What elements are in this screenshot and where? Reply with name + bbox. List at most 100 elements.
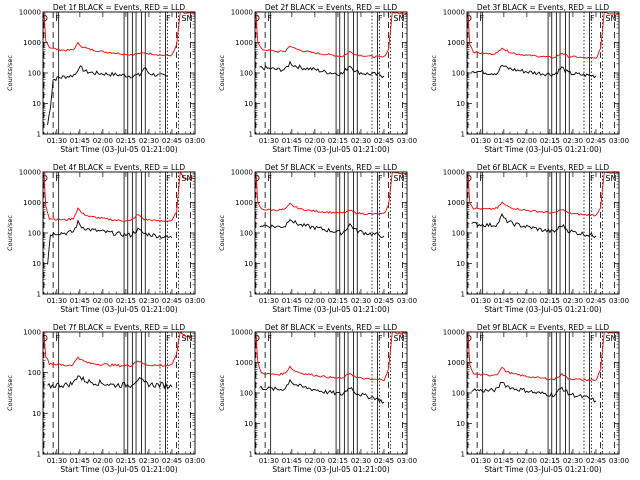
chart-title: Det 6f BLACK = Events, RED = LLD bbox=[477, 163, 610, 172]
event-marker-label: S bbox=[605, 14, 610, 23]
x-tick-label: 02:15 bbox=[116, 297, 136, 305]
x-axis-label: Start Time (03-Jul-05 01:21:00) bbox=[60, 305, 177, 314]
y-tick-label: 1000 bbox=[235, 39, 253, 47]
event-marker-label: S bbox=[393, 334, 398, 343]
event-marker-label: D bbox=[42, 14, 48, 23]
y-tick-label: 10000 bbox=[443, 169, 465, 177]
y-tick-label: 100 bbox=[452, 390, 465, 398]
y-tick-label: 1 bbox=[461, 451, 465, 459]
x-axis-label: Start Time (03-Jul-05 01:21:00) bbox=[60, 145, 177, 154]
y-axis-label: Counts/sec bbox=[430, 55, 438, 91]
events-series-line bbox=[471, 64, 597, 79]
event-marker-label: F bbox=[267, 334, 272, 343]
event-marker-label: D bbox=[466, 174, 472, 183]
event-marker-label: F bbox=[55, 14, 60, 23]
x-tick-label: 01:30 bbox=[47, 137, 67, 145]
y-tick-label: 100 bbox=[28, 369, 41, 377]
plot-frame bbox=[42, 331, 196, 455]
event-marker-label: N bbox=[186, 334, 192, 343]
x-axis-label: Start Time (03-Jul-05 01:21:00) bbox=[484, 465, 601, 474]
y-tick-label: 100 bbox=[240, 230, 253, 238]
x-tick-label: 03:00 bbox=[397, 297, 417, 305]
x-tick-label: 02:15 bbox=[116, 457, 136, 465]
y-tick-label: 10000 bbox=[231, 329, 253, 337]
x-axis-label: Start Time (03-Jul-05 01:21:00) bbox=[484, 305, 601, 314]
x-tick-label: 01:30 bbox=[259, 457, 279, 465]
x-tick-label: 01:45 bbox=[70, 137, 90, 145]
event-marker-label: D bbox=[466, 334, 472, 343]
y-axis-label: Counts/sec bbox=[430, 375, 438, 411]
x-tick-label: 02:30 bbox=[351, 297, 371, 305]
x-tick-label: 02:00 bbox=[517, 297, 537, 305]
event-marker-label: D bbox=[42, 334, 48, 343]
detector-panel: Det 2f BLACK = Events, RED = LLD Counts/s… bbox=[218, 3, 417, 154]
x-tick-label: 02:30 bbox=[139, 457, 159, 465]
y-tick-label: 10 bbox=[244, 100, 253, 108]
lld-series-line bbox=[255, 11, 408, 59]
event-marker-label: N bbox=[610, 174, 616, 183]
plot-frame bbox=[254, 171, 408, 295]
x-tick-label: 02:45 bbox=[586, 137, 606, 145]
event-marker-label: N bbox=[610, 14, 616, 23]
x-tick-label: 02:15 bbox=[328, 137, 348, 145]
y-tick-label: 1 bbox=[249, 131, 253, 139]
x-tick-label: 01:30 bbox=[259, 137, 279, 145]
event-marker-label: F bbox=[55, 334, 60, 343]
x-tick-label: 02:15 bbox=[540, 137, 560, 145]
event-marker-label: N bbox=[398, 334, 404, 343]
y-tick-label: 10000 bbox=[443, 9, 465, 17]
lld-series-line bbox=[43, 331, 195, 368]
y-tick-label: 100 bbox=[452, 70, 465, 78]
x-tick-label: 01:45 bbox=[282, 457, 302, 465]
y-axis-label: Counts/sec bbox=[6, 215, 14, 251]
y-axis-label: Counts/sec bbox=[218, 55, 226, 91]
event-marker-label: F bbox=[55, 174, 60, 183]
x-tick-label: 02:45 bbox=[162, 137, 182, 145]
x-tick-label: 01:30 bbox=[471, 457, 491, 465]
event-marker-label: N bbox=[186, 14, 192, 23]
y-tick-label: 1000 bbox=[447, 39, 465, 47]
x-tick-label: 01:45 bbox=[282, 137, 302, 145]
events-series-line bbox=[47, 219, 173, 265]
event-marker-label: F bbox=[166, 334, 171, 343]
y-tick-label: 1 bbox=[37, 131, 41, 139]
y-tick-label: 10000 bbox=[443, 329, 465, 337]
x-tick-label: 02:15 bbox=[328, 457, 348, 465]
y-tick-label: 1 bbox=[461, 131, 465, 139]
event-marker-label: F bbox=[590, 174, 595, 183]
event-marker-label: F bbox=[479, 174, 484, 183]
event-marker-label: N bbox=[398, 174, 404, 183]
x-tick-label: 02:45 bbox=[374, 457, 394, 465]
x-tick-label: 02:30 bbox=[351, 137, 371, 145]
events-series-line bbox=[259, 378, 385, 404]
x-tick-label: 01:30 bbox=[471, 137, 491, 145]
events-series-line bbox=[47, 65, 168, 125]
event-marker-label: F bbox=[267, 174, 272, 183]
x-axis-label: Start Time (03-Jul-05 01:21:00) bbox=[272, 145, 389, 154]
x-axis-label: Start Time (03-Jul-05 01:21:00) bbox=[484, 145, 601, 154]
y-tick-label: 10 bbox=[32, 260, 41, 268]
x-tick-label: 03:00 bbox=[609, 297, 629, 305]
event-marker-label: S bbox=[181, 334, 186, 343]
y-tick-label: 1000 bbox=[447, 199, 465, 207]
x-axis-label: Start Time (03-Jul-05 01:21:00) bbox=[272, 305, 389, 314]
event-marker-label: F bbox=[479, 14, 484, 23]
x-tick-label: 02:30 bbox=[563, 457, 583, 465]
event-marker-label: D bbox=[254, 174, 260, 183]
x-tick-label: 01:45 bbox=[494, 457, 514, 465]
event-marker-label: F bbox=[378, 14, 383, 23]
plot-frame bbox=[254, 11, 408, 135]
lld-series-line bbox=[255, 331, 408, 382]
event-marker-label: F bbox=[378, 174, 383, 183]
x-tick-label: 02:00 bbox=[517, 457, 537, 465]
event-marker-label: F bbox=[378, 334, 383, 343]
x-tick-label: 02:15 bbox=[540, 457, 560, 465]
x-tick-label: 02:30 bbox=[563, 297, 583, 305]
chart-title: Det 2f BLACK = Events, RED = LLD bbox=[265, 3, 398, 12]
detector-panel: Det 7f BLACK = Events, RED = LLD Counts/s… bbox=[6, 323, 205, 474]
x-tick-label: 03:00 bbox=[609, 457, 629, 465]
x-tick-label: 02:45 bbox=[374, 297, 394, 305]
y-tick-label: 1 bbox=[249, 291, 253, 299]
x-tick-label: 01:45 bbox=[70, 297, 90, 305]
